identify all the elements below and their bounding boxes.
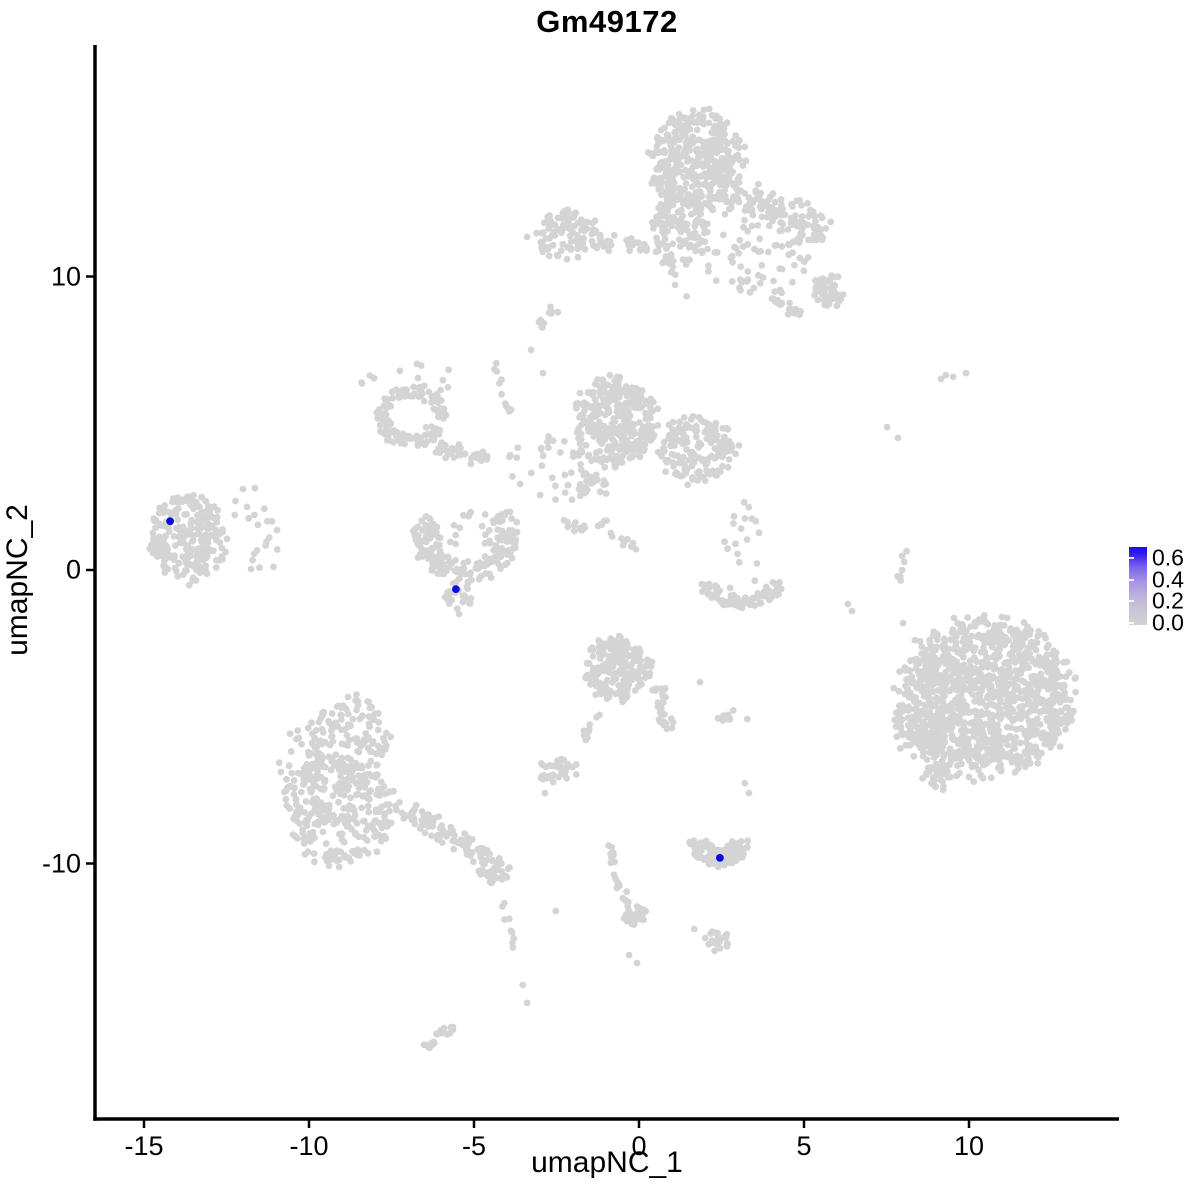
legend-tick-mark (1129, 622, 1134, 624)
highlighted-cell (716, 854, 724, 862)
legend-tick-mark (1129, 557, 1134, 559)
legend-label: 0.0 (1152, 609, 1184, 636)
legend-gradient-bar (1129, 547, 1147, 625)
legend-label: 0.2 (1152, 587, 1184, 614)
y-axis-title: umapNC_2 (1, 504, 34, 656)
x-tick-label: -15 (124, 1131, 164, 1161)
x-tick-label: 5 (796, 1131, 812, 1161)
x-axis-title: umapNC_1 (531, 1146, 683, 1179)
legend-label: 0.6 (1152, 544, 1184, 571)
highlighted-cell (452, 585, 460, 593)
axes (86, 45, 1119, 1128)
x-tick-label: 0 (631, 1131, 647, 1161)
x-tick-label: -10 (289, 1131, 329, 1161)
x-tick-label: 10 (953, 1131, 985, 1161)
legend-tick-mark (1129, 600, 1134, 603)
legend-tick-mark (1129, 578, 1134, 581)
y-tick-label: 0 (65, 554, 81, 585)
y-tick-label: 10 (50, 261, 81, 291)
y-tick-label: -10 (41, 848, 81, 878)
legend-label: 0.4 (1152, 566, 1184, 593)
x-tick-label: -5 (461, 1131, 487, 1161)
highlighted-cell (166, 517, 175, 526)
plot-title: Gm49172 (536, 4, 678, 39)
highlighted-cells-layer (166, 517, 724, 862)
gray-cells-layer (146, 105, 1079, 1052)
